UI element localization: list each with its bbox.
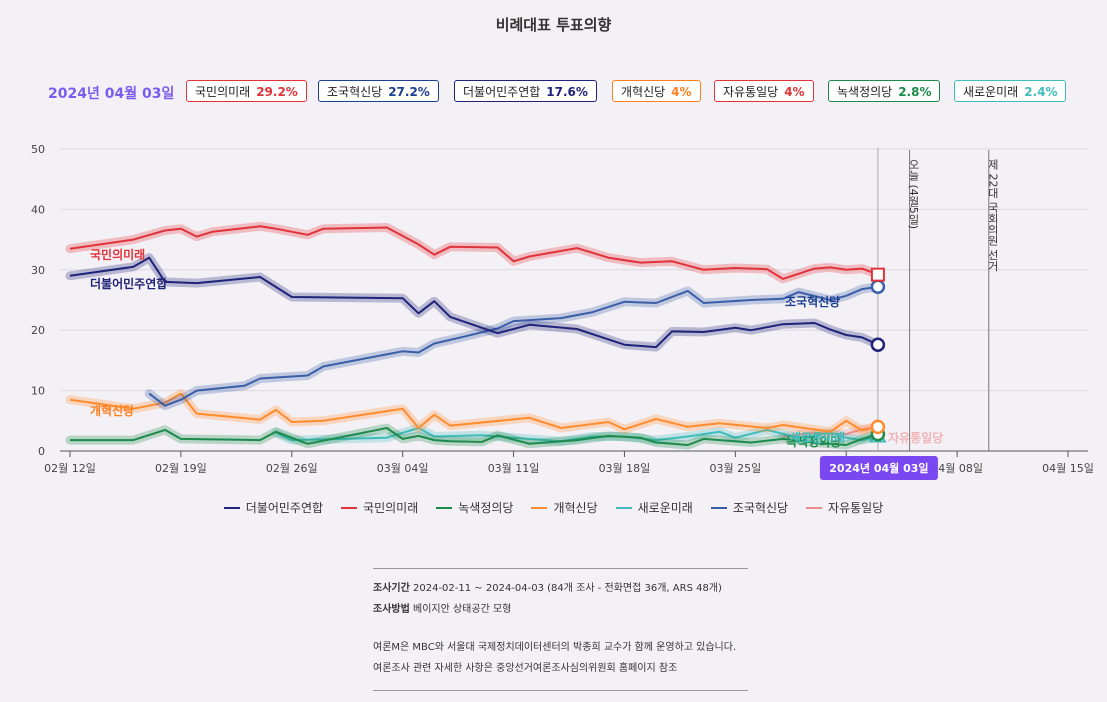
event-marker-label: 제 22대 국회의원 선거 — [986, 159, 999, 272]
period-value: 2024-02-11 ~ 2024-04-03 (84개 조사 - 전화면접 3… — [413, 583, 722, 594]
y-tick-label: 40 — [31, 203, 45, 216]
party-badge[interactable]: 더불어민주연합 17.6% — [454, 80, 597, 102]
party-badge-value: 29.2% — [256, 85, 298, 99]
event-marker-label: 오늘 (4월5일) — [907, 159, 920, 229]
series-end-marker — [870, 279, 886, 294]
party-badge-value: 4% — [784, 85, 805, 99]
series-label: 새로운미래 — [790, 430, 845, 445]
series-line — [69, 256, 879, 349]
selected-date-label: 2024년 04월 03일 — [48, 86, 175, 102]
x-tick-label: 03월 04일 — [377, 461, 429, 475]
period-label: 조사기간 — [373, 583, 410, 594]
series-line — [70, 427, 879, 446]
legend-swatch — [710, 506, 727, 509]
party-badge-name: 개혁신당 — [621, 85, 666, 99]
series-end-marker — [870, 267, 885, 282]
legend-item[interactable]: 녹색정의당 — [436, 499, 513, 516]
survey-footer: 조사기간 2024-02-11 ~ 2024-04-03 (84개 조사 - 전… — [373, 568, 748, 691]
legend-item[interactable]: 더불어민주연합 — [223, 499, 324, 516]
y-tick-label: 50 — [31, 143, 45, 156]
x-tick-label: 03월 18일 — [599, 461, 651, 475]
series-band — [144, 282, 883, 411]
party-badge-value: 17.6% — [546, 85, 588, 99]
hover-date-tooltip: 2024년 04월 03일 — [819, 456, 938, 480]
legend-item[interactable]: 국민의미래 — [341, 499, 418, 516]
party-badge[interactable]: 개혁신당 4% — [612, 80, 701, 102]
party-badge[interactable]: 조국혁신당 27.2% — [318, 80, 439, 102]
y-tick-label: 30 — [31, 264, 45, 277]
x-tick-label: 03월 11일 — [488, 461, 540, 475]
party-badge-value: 27.2% — [388, 85, 430, 99]
legend-swatch — [341, 506, 358, 509]
y-tick-label: 20 — [31, 324, 45, 337]
x-tick-label: 04월 08일 — [931, 461, 983, 475]
y-tick-label: 0 — [38, 445, 45, 458]
series-label: 개혁신당 — [90, 403, 134, 418]
x-tick-label: 02월 12일 — [44, 461, 96, 475]
series-label: 더불어민주연합 — [90, 276, 167, 291]
hover-tooltip-text: 2024년 04월 03일 — [829, 461, 928, 475]
series-line — [148, 285, 879, 407]
legend-item[interactable]: 개혁신당 — [531, 499, 598, 516]
party-badge-value: 4% — [671, 85, 692, 99]
legend-swatch — [223, 506, 240, 509]
party-badge-value: 2.8% — [898, 85, 932, 99]
party-badge-name: 더불어민주연합 — [463, 85, 541, 99]
legend-item[interactable]: 새로운미래 — [615, 499, 693, 516]
footer-bottom-rule — [373, 690, 748, 691]
x-tick-label: 02월 19일 — [155, 461, 207, 475]
series-end-marker — [870, 337, 886, 352]
legend-label: 더불어민주연합 — [245, 501, 324, 515]
party-badge[interactable]: 국민의미래 29.2% — [186, 80, 307, 102]
party-badge-value: 2.4% — [1024, 85, 1058, 99]
x-tick-label: 02월 26일 — [266, 461, 318, 475]
x-tick-label: 03월 25일 — [709, 461, 761, 475]
series-label: 조국혁신당 — [785, 294, 840, 309]
legend-label: 개혁신당 — [553, 501, 598, 515]
method-value: 베이지안 상태공간 모형 — [413, 604, 512, 615]
party-badge-name: 국민의미래 — [195, 85, 251, 99]
footer-note-2: 여론조사 관련 자세한 사항은 중앙선거여론조사심의위원회 홈페이지 참조 — [373, 663, 678, 674]
party-badge-name: 새로운미래 — [963, 85, 1019, 99]
series-label: 자유통일당 — [888, 430, 943, 445]
chart-legend: 더불어민주연합 국민의미래 녹색정의당 개혁신당 새로운미래 조국혁신당 자유통일당 — [0, 499, 1107, 516]
legend-item[interactable]: 조국혁신당 — [710, 499, 789, 516]
line-chart[interactable]: 0 10 20 30 40 50 02월 12일 02월 19일 02월 26일 03월 04일 0… — [0, 130, 1107, 490]
legend-swatch — [806, 506, 823, 509]
footer-note-1: 여론M은 MBC와 서울대 국제정치데이터센터의 박종희 교수가 함께 운영하고… — [373, 642, 737, 653]
method-label: 조사방법 — [373, 604, 410, 615]
legend-label: 국민의미래 — [363, 501, 419, 515]
party-badge[interactable]: 녹색정의당 2.8% — [828, 80, 941, 102]
party-badge-name: 조국혁신당 — [327, 85, 383, 99]
series-end-marker — [870, 419, 886, 435]
y-tick-label: 10 — [31, 385, 45, 398]
party-badge-name: 녹색정의당 — [837, 85, 893, 99]
legend-label: 조국혁신당 — [732, 501, 789, 515]
party-badge-name: 자유통일당 — [723, 85, 779, 99]
party-badge[interactable]: 새로운미래 2.4% — [954, 80, 1067, 102]
series-label: 녹색정의당 — [786, 434, 841, 449]
legend-label: 자유통일당 — [828, 501, 884, 515]
x-tick-label: 04월 15일 — [1042, 461, 1094, 475]
series-label: 국민의미래 — [90, 247, 145, 262]
legend-swatch — [615, 506, 632, 509]
legend-item[interactable]: 자유통일당 — [806, 499, 883, 516]
series-line — [69, 225, 879, 280]
legend-swatch — [436, 506, 453, 509]
legend-swatch — [531, 506, 548, 509]
chart-title: 비례대표 투표의향 — [495, 16, 612, 34]
legend-label: 새로운미래 — [637, 501, 693, 515]
hover-tooltip-box — [819, 456, 938, 480]
party-badge[interactable]: 자유통일당 4% — [714, 80, 814, 102]
series-line — [69, 392, 879, 433]
legend-label: 녹색정의당 — [458, 501, 514, 515]
